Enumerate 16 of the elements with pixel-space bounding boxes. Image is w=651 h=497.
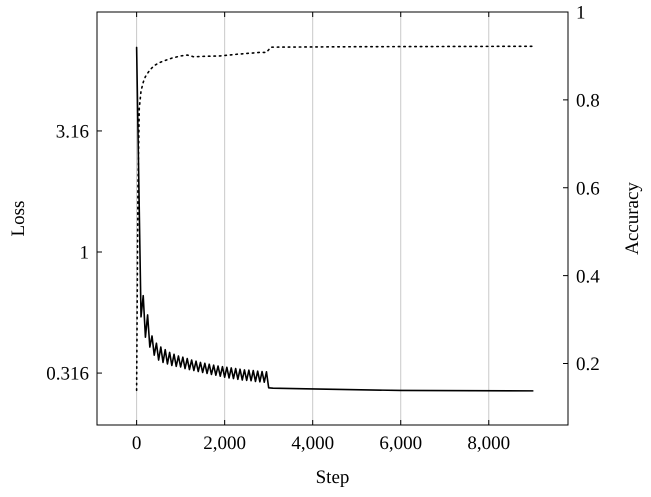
y2-tick-label: 0.8 bbox=[576, 90, 600, 112]
y-tick-label: 1 bbox=[80, 242, 89, 264]
y-axis-title: Loss bbox=[8, 200, 29, 236]
y2-tick-label: 0.2 bbox=[576, 354, 600, 376]
x-tick-label: 6,000 bbox=[379, 433, 422, 454]
y-tick-label: 0.316 bbox=[46, 364, 89, 385]
y2-tick-label: 0.4 bbox=[576, 266, 600, 288]
x-tick-label: 0 bbox=[132, 433, 142, 454]
y2-axis-title: Accuracy bbox=[622, 182, 643, 255]
y2-tick-label: 1 bbox=[576, 2, 586, 24]
x-axis-title: Step bbox=[316, 467, 350, 488]
x-tick-label: 2,000 bbox=[203, 433, 246, 454]
x-tick-label: 4,000 bbox=[291, 433, 334, 454]
y-tick-label: 3.16 bbox=[56, 122, 89, 143]
x-tick-label: 8,000 bbox=[467, 433, 510, 454]
y2-tick-label: 0.6 bbox=[576, 178, 600, 200]
